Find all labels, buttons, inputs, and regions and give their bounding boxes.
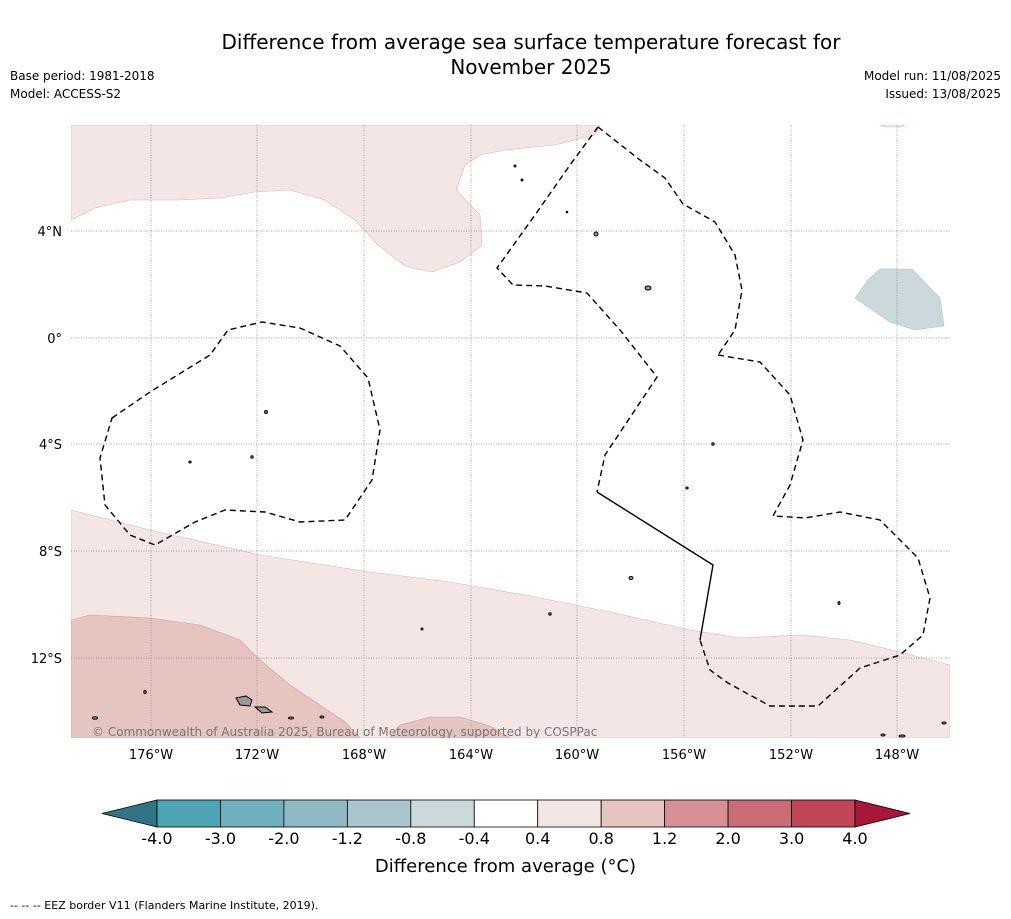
eez-footnote: -- -- -- EEZ border V11 (Flanders Marine… <box>10 899 319 912</box>
colorbar-tick-label: -0.4 <box>459 829 490 848</box>
base-period: Base period: 1981-2018 <box>10 69 155 83</box>
colorbar-swatch <box>727 799 792 828</box>
colorbar-label: Difference from average (°C) <box>374 856 637 877</box>
warm-region-southwest-strong <box>71 614 361 738</box>
colorbar-swatch <box>473 799 539 828</box>
lon-label-164w: 164°W <box>449 748 493 763</box>
lon-label-160w: 160°W <box>555 748 599 763</box>
colorbar-swatch <box>791 799 856 828</box>
lat-label-12s: 12°S <box>31 652 62 667</box>
colorbar-tick-label: 3.0 <box>779 829 804 848</box>
lon-label-176w: 176°W <box>129 748 173 763</box>
cool-region-east <box>854 268 945 331</box>
lat-label-4n: 4°N <box>38 225 63 240</box>
colorbar-tick-label: 4.0 <box>842 829 867 848</box>
colorbar-tick-label: 0.4 <box>525 829 550 848</box>
island-savaii <box>235 695 253 707</box>
model-name: Model: ACCESS-S2 <box>10 87 122 101</box>
lat-label-0: 0° <box>47 332 62 347</box>
run-info: Model run: 11/08/2025 Issued: 13/08/2025 <box>864 67 1001 103</box>
colorbar-swatch <box>537 799 602 828</box>
eez-borders <box>99 126 931 707</box>
eez-solid-segment <box>596 491 714 641</box>
colorbar-tick-label: -0.8 <box>395 829 426 848</box>
colorbar-extend-low <box>101 799 158 828</box>
colorbar-tick-label: -1.2 <box>332 829 363 848</box>
lat-label-8s: 8°S <box>39 545 62 560</box>
copyright-text: © Commonwealth of Australia 2025, Bureau… <box>92 725 597 739</box>
eez-phoenix-east <box>496 126 658 493</box>
colorbar-tick-label: -2.0 <box>268 829 299 848</box>
colorbar-swatch <box>156 799 221 828</box>
colorbar-extend-high <box>854 799 911 828</box>
title-line-1: Difference from average sea surface temp… <box>221 30 841 54</box>
model-run: Model run: 11/08/2025 <box>863 69 1001 83</box>
eez-line-islands <box>597 126 743 356</box>
island-upolu <box>253 706 274 714</box>
colorbar-swatch <box>346 799 412 828</box>
warm-region-top-right <box>879 125 906 128</box>
longitude-labels: 176°W 172°W 168°W 164°W 160°W 156°W 152°… <box>129 748 919 763</box>
anomaly-field: © Commonwealth of Australia 2025, Bureau… <box>71 125 950 739</box>
islands <box>92 164 947 738</box>
chart-title: Difference from average sea surface temp… <box>0 30 1011 80</box>
lon-label-156w: 156°W <box>662 748 706 763</box>
warm-region-south <box>71 509 950 738</box>
warm-region-north <box>71 125 601 273</box>
colorbar-swatch <box>220 799 285 828</box>
colorbar-tick-label: 0.8 <box>588 829 613 848</box>
lon-label-152w: 152°W <box>769 748 813 763</box>
colorbar-swatch <box>664 799 729 828</box>
issued-date: Issued: 13/08/2025 <box>885 87 1001 101</box>
model-info: Base period: 1981-2018 Model: ACCESS-S2 <box>10 67 155 103</box>
gridlines <box>71 125 950 738</box>
lon-label-148w: 148°W <box>875 748 919 763</box>
colorbar-swatch <box>410 799 475 828</box>
eez-line-islands-south <box>699 354 931 707</box>
colorbar-swatch <box>283 799 348 828</box>
colorbar: -4.0 -3.0 -2.0 -1.2 -0.8 -0.4 0.4 0.8 1.2 2.0 3.0 4… <box>101 799 911 848</box>
lat-label-4s: 4°S <box>39 438 62 453</box>
lon-label-168w: 168°W <box>342 748 386 763</box>
colorbar-tick-label: -4.0 <box>141 829 172 848</box>
colorbar-tick-label: 1.2 <box>652 829 677 848</box>
lon-label-172w: 172°W <box>235 748 279 763</box>
warm-region-south-lobe <box>389 716 511 738</box>
latitude-labels: 4°N 0° 4°S 8°S 12°S <box>31 225 62 667</box>
colorbar-tick-label: 2.0 <box>715 829 740 848</box>
eez-tokelau <box>99 321 381 546</box>
colorbar-tick-label: -3.0 <box>205 829 236 848</box>
title-line-2: November 2025 <box>450 55 612 79</box>
colorbar-swatch <box>600 799 666 828</box>
